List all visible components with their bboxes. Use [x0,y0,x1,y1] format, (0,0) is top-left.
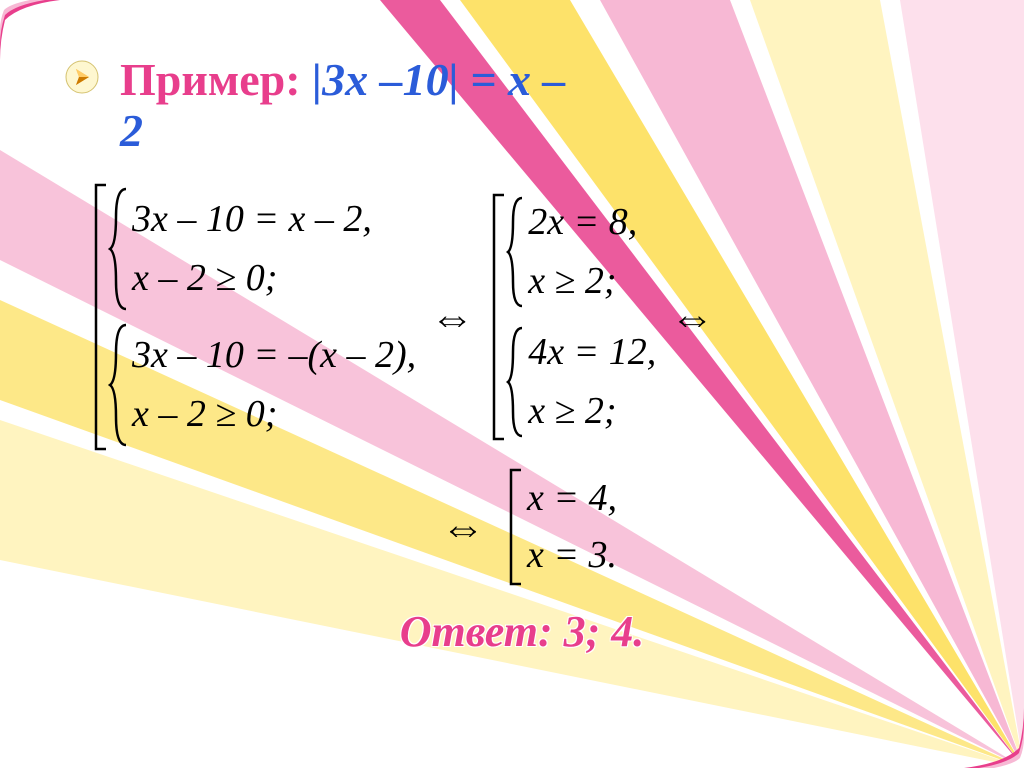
union-bracket-right [488,193,506,441]
derivation-step-1: 3x – 10 = x – 2, x – 2 ≥ 0; 3x – 10 = –(… [90,181,974,453]
title-equation-line1: |3x –10| = x – [312,54,565,105]
eq-1b-line1: 3x – 10 = –(x – 2), [132,326,416,385]
iff-symbol-1: ⇔ [430,292,474,343]
curly-brace-icon [506,196,526,308]
eq-1b-line2: x – 2 ≥ 0; [132,385,416,444]
eq-1a-line2: x – 2 ≥ 0; [132,249,372,308]
result-line2: x = 3. [527,527,617,584]
union-bracket-left [90,183,108,451]
union-bracket-result [505,468,523,586]
slide-content: Пример: |3x –10| = x – 2 3x – 10 = x – 2… [0,0,1024,657]
system-2a: 2x = 8, x ≥ 2; [506,193,656,311]
eq-2a-line2: x ≥ 2; [528,252,637,311]
slide-title: Пример: |3x –10| = x – 2 [120,55,974,156]
curly-brace-icon [108,323,130,447]
eq-2a-line1: 2x = 8, [528,193,637,252]
answer-text: Ответ: 3; 4. [70,606,974,657]
iff-symbol-3: ⇔ [441,502,485,553]
title-equation-line2: 2 [120,106,974,157]
eq-2b-line1: 4x = 12, [528,323,656,382]
result-line1: x = 4, [527,470,617,527]
result-row: ⇔ x = 4, x = 3. [70,468,974,586]
system-1b: 3x – 10 = –(x – 2), x – 2 ≥ 0; [108,323,416,447]
eq-1a-line1: 3x – 10 = x – 2, [132,190,372,249]
title-label: Пример: [120,54,301,105]
right-systems-column: 2x = 8, x ≥ 2; 4x = 12, x ≥ 2; [506,187,656,447]
corner-curl-bottom-right [964,708,1024,768]
curly-brace-icon [506,326,526,438]
iff-symbol-2: ⇔ [670,292,714,343]
left-systems-column: 3x – 10 = x – 2, x – 2 ≥ 0; 3x – 10 = –(… [108,181,416,453]
curly-brace-icon [108,187,130,311]
system-2b: 4x = 12, x ≥ 2; [506,323,656,441]
system-1a: 3x – 10 = x – 2, x – 2 ≥ 0; [108,187,416,311]
eq-2b-line2: x ≥ 2; [528,382,656,441]
